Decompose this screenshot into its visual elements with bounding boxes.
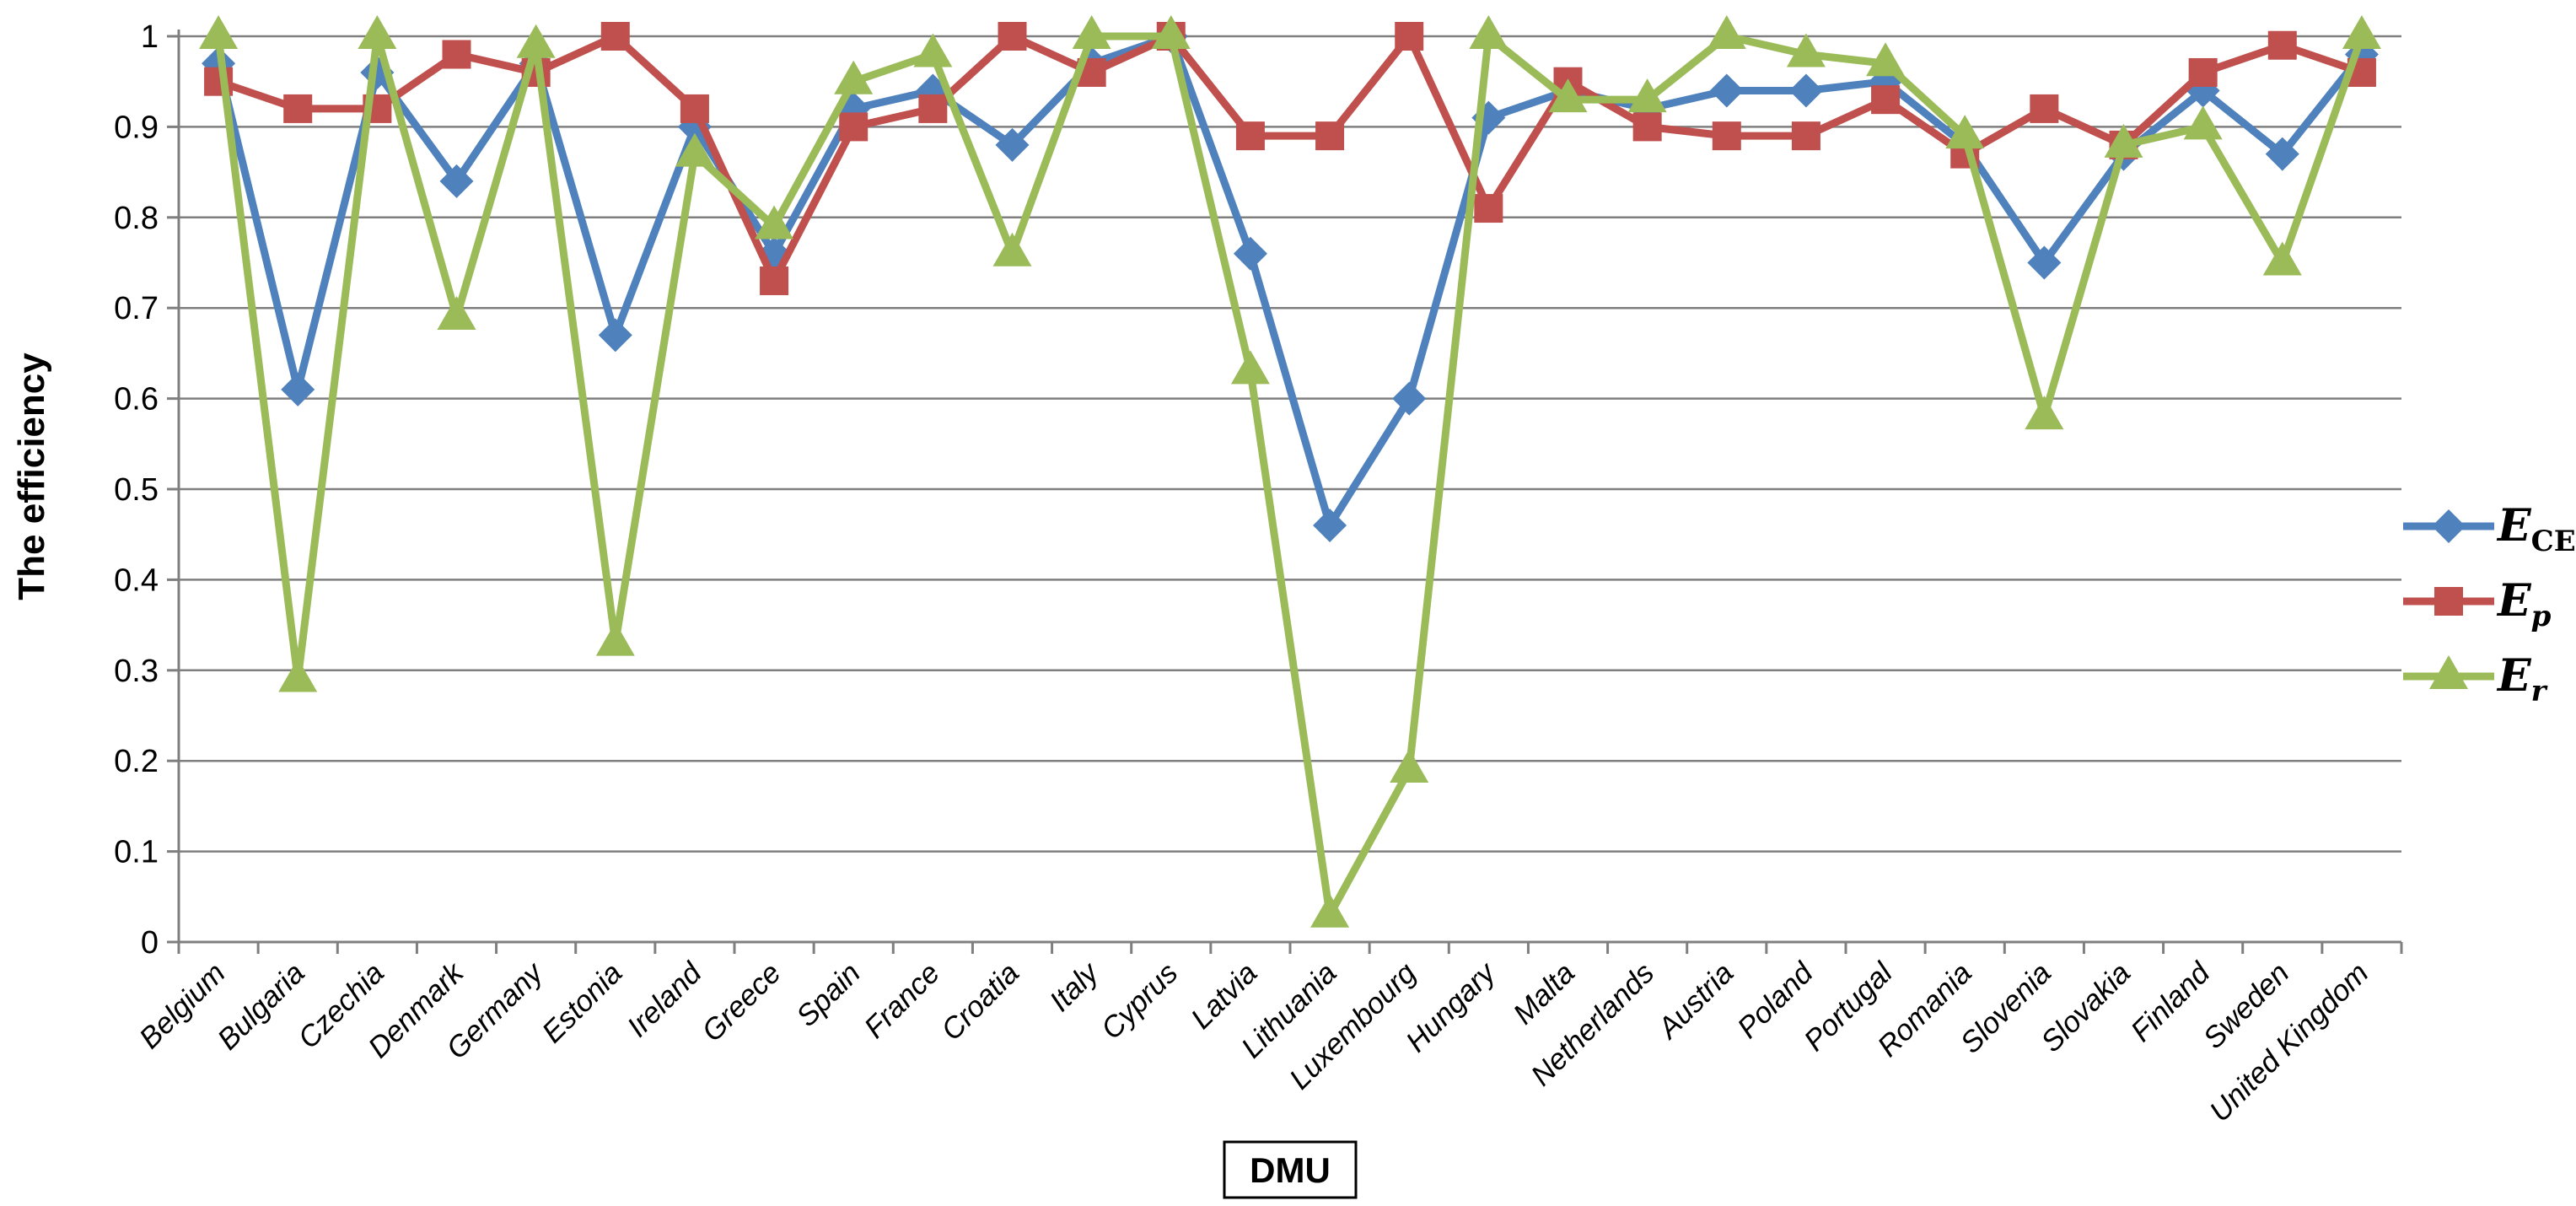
series-marker-Er xyxy=(2183,105,2223,140)
series-marker-ECE xyxy=(281,372,315,406)
series-marker-Ep xyxy=(1315,121,1345,151)
series-marker-Er xyxy=(913,33,953,67)
series-marker-Ep xyxy=(442,40,471,69)
series-marker-Er xyxy=(199,15,239,49)
series-marker-Er xyxy=(1707,15,1746,49)
series-marker-Er xyxy=(1627,78,1667,113)
y-tick-label: 0.6 xyxy=(114,382,159,417)
y-tick-label: 0.7 xyxy=(114,291,159,326)
series-marker-Er xyxy=(595,622,635,656)
series-marker-Er xyxy=(437,295,476,330)
x-tick-label: Slovakia xyxy=(2035,956,2137,1058)
series-marker-Ep xyxy=(918,94,948,123)
x-tick-label: Estonia xyxy=(535,956,628,1049)
series-marker-Ep xyxy=(2267,30,2297,60)
series-line-Ep xyxy=(214,32,2366,285)
legend-label: Ep xyxy=(2496,575,2552,633)
x-tick-label: Hungary xyxy=(1400,955,1503,1058)
series-marker-Er xyxy=(2025,396,2064,430)
x-tick-label: Bulgaria xyxy=(211,956,310,1056)
x-tick-label: Italy xyxy=(1043,955,1106,1018)
series-marker-ECE xyxy=(1392,381,1427,416)
x-tick-label: Malta xyxy=(1507,956,1581,1031)
series-marker-ECE xyxy=(1233,236,1267,271)
series-marker-Er xyxy=(1866,42,1906,77)
x-tick-label: Ireland xyxy=(621,956,708,1043)
y-tick-label: 0.8 xyxy=(114,201,159,236)
series-marker-Er xyxy=(516,24,556,58)
y-tick-label: 0 xyxy=(141,925,159,961)
series-marker-ECE xyxy=(2027,245,2062,280)
legend-label: Er xyxy=(2496,650,2548,708)
series-marker-ECE xyxy=(439,164,474,198)
series-marker-Ep xyxy=(1395,22,1424,51)
series-marker-Er xyxy=(1072,15,1111,49)
y-tick-label: 0.3 xyxy=(114,654,159,689)
series-marker-Er xyxy=(834,60,874,94)
series-marker-Ep xyxy=(1632,112,1662,142)
legend-triangle-icon xyxy=(2429,655,2468,689)
series-marker-ECE xyxy=(2265,137,2299,171)
x-axis-title-box xyxy=(1223,1140,1358,1199)
y-tick-label: 0.4 xyxy=(114,563,159,598)
series-marker-Er xyxy=(1390,748,1429,783)
series-marker-Ep xyxy=(283,94,313,123)
series-marker-Er xyxy=(358,15,397,49)
series-marker-Er xyxy=(992,232,1032,267)
legend-diamond-icon xyxy=(2432,509,2466,543)
series-marker-Er xyxy=(278,658,318,692)
series-marker-Ep xyxy=(2188,57,2218,87)
series-marker-Ep xyxy=(1235,121,1265,151)
x-tick-label: France xyxy=(858,956,946,1045)
series-marker-ECE xyxy=(1788,73,1823,108)
legend-label: ECE xyxy=(2496,500,2576,558)
series-marker-Er xyxy=(1786,33,1826,67)
series-marker-Er xyxy=(755,205,794,240)
series-marker-Ep xyxy=(1712,121,1741,151)
series-marker-Ep xyxy=(1791,121,1820,151)
x-tick-label: Cyprus xyxy=(1094,956,1184,1046)
x-axis-title: DMU xyxy=(1250,1150,1331,1190)
x-tick-label: Belgium xyxy=(133,956,232,1055)
series-line-Er xyxy=(214,32,2366,919)
series-marker-Er xyxy=(1310,893,1350,928)
y-tick-label: 0.5 xyxy=(114,472,159,508)
y-tick-label: 0.9 xyxy=(114,110,159,145)
x-tick-label: Croatia xyxy=(935,956,1025,1047)
series-marker-Er xyxy=(1230,350,1270,385)
x-tick-label: Greece xyxy=(696,956,788,1048)
series-marker-ECE xyxy=(1313,508,1347,542)
series-marker-Ep xyxy=(680,94,709,123)
series-marker-Ep xyxy=(600,22,630,51)
series-marker-Ep xyxy=(998,22,1027,51)
series-marker-ECE xyxy=(995,127,1030,162)
series-marker-ECE xyxy=(1709,73,1744,108)
x-tick-label: Spain xyxy=(790,956,867,1033)
series-marker-Er xyxy=(1945,115,1985,149)
series-marker-Er xyxy=(1548,78,1588,113)
series-marker-Ep xyxy=(2030,94,2059,123)
y-tick-label: 0.1 xyxy=(114,835,159,870)
series-marker-Ep xyxy=(1474,194,1503,223)
x-tick-label: Austria xyxy=(1650,956,1740,1046)
series-marker-Er xyxy=(1469,15,1508,49)
series-marker-Ep xyxy=(760,266,789,295)
series-marker-Er xyxy=(2262,241,2302,276)
series-line-ECE xyxy=(214,32,2366,530)
legend-square-icon xyxy=(2434,587,2463,616)
series-marker-Ep xyxy=(839,112,869,142)
series-marker-Ep xyxy=(1871,85,1901,115)
y-tick-label: 0.2 xyxy=(114,744,159,779)
series-marker-Er xyxy=(2104,123,2143,158)
y-tick-label: 1 xyxy=(141,19,159,55)
series-marker-ECE xyxy=(598,318,632,353)
series-marker-Er xyxy=(1151,15,1191,49)
series-marker-Er xyxy=(2342,15,2381,49)
y-axis-title: The efficiency xyxy=(11,353,52,600)
series-marker-Er xyxy=(675,132,714,167)
